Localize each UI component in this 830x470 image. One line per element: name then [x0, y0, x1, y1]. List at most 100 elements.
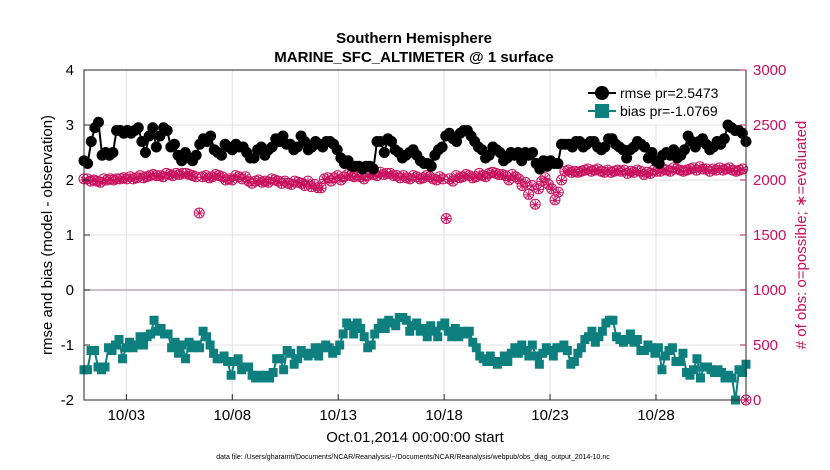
bias-point: [440, 318, 450, 328]
evaluated-obs-point: [504, 176, 514, 186]
bias-point: [370, 329, 380, 339]
y-tick-label-right: 2000: [753, 172, 786, 189]
rmse-point: [168, 138, 180, 150]
rmse-point: [385, 136, 397, 147]
bias-point: [293, 354, 303, 364]
bias-point: [524, 351, 534, 361]
rmse-point: [679, 144, 691, 156]
rmse-point: [215, 149, 227, 161]
legend-rmse-label: rmse pr=2.5473: [620, 85, 719, 101]
bias-point: [226, 370, 236, 380]
bias-point: [181, 354, 191, 364]
evaluated-obs-point: [514, 174, 524, 184]
bias-point: [590, 337, 600, 347]
bias-point: [692, 354, 702, 364]
evaluated-obs-point: [530, 200, 540, 210]
bias-point: [149, 315, 159, 325]
bias-point: [587, 326, 597, 336]
bias-point: [132, 340, 142, 350]
y-tick-label-left: 1: [66, 227, 74, 244]
rmse-point: [621, 152, 633, 164]
bias-point: [520, 346, 530, 355]
rmse-point: [139, 147, 151, 158]
bias-point: [727, 373, 737, 383]
evaluated-obs-point: [188, 171, 198, 181]
y-axis-label-right: # of obs: o=possible; ∗=evaluated: [793, 121, 810, 350]
bias-point: [412, 318, 422, 328]
bias-point: [314, 351, 324, 361]
rmse-point: [331, 144, 343, 156]
bias-point: [198, 326, 208, 336]
y-tick-label-right: 1000: [753, 282, 786, 299]
bias-point: [356, 324, 366, 333]
bias-point: [205, 340, 215, 350]
y-tick-label-right: 3000: [753, 62, 786, 79]
evaluated-obs-point: [165, 170, 175, 180]
bias-point: [450, 324, 460, 333]
legend: rmse pr=2.5473 bias pr=-1.0769: [582, 78, 722, 124]
legend-rmse-marker: [595, 86, 609, 100]
evaluated-obs-point: [448, 177, 458, 187]
evaluated-obs-point: [333, 171, 343, 181]
bias-point: [391, 321, 401, 331]
bias-point: [660, 351, 670, 361]
bias-point: [114, 335, 124, 344]
possible-obs-point: [193, 207, 205, 219]
bias-point: [538, 348, 548, 358]
y-tick-label-right: 2500: [753, 117, 786, 134]
evaluated-obs-point: [527, 181, 537, 191]
bias-point: [506, 348, 516, 358]
bias-point: [653, 343, 663, 353]
bias-point: [170, 337, 180, 347]
x-tick-label: 10/03: [108, 407, 146, 424]
bias-point: [632, 335, 642, 344]
y-tick-label-left: 2: [66, 172, 74, 189]
evaluated-obs-point: [695, 162, 705, 172]
bias-point: [510, 343, 520, 353]
bias-point: [545, 346, 555, 355]
bias-point: [447, 332, 457, 342]
bias-point: [107, 346, 117, 355]
y-tick-label-left: 3: [66, 117, 74, 134]
bias-point: [429, 326, 439, 336]
bias-point: [573, 348, 583, 358]
bias-point: [90, 346, 100, 355]
y-tick-label-left: 4: [66, 62, 74, 79]
bias-point: [464, 326, 474, 336]
bias-point: [324, 343, 334, 353]
bias-point: [499, 351, 509, 361]
bias-point: [468, 337, 478, 347]
evaluated-obs-point: [441, 214, 451, 223]
y-tick-label-left: 0: [66, 282, 74, 299]
bias-point: [331, 346, 341, 355]
x-tick-label: 10/23: [531, 407, 569, 424]
bias-point: [674, 357, 684, 366]
rmse-point: [718, 133, 730, 145]
bias-point: [646, 343, 656, 353]
bias-point: [289, 359, 299, 369]
bias-point: [569, 357, 579, 366]
x-tick-label: 10/08: [214, 407, 252, 424]
bias-point: [485, 351, 495, 361]
chart-subtitle: MARINE_SFC_ALTIMETER @ 1 surface: [274, 49, 553, 66]
bias-point: [345, 321, 355, 331]
bias-point: [513, 348, 523, 358]
bias-point: [625, 329, 635, 339]
evaluated-obs-point: [547, 184, 557, 194]
error-series-layer: [78, 116, 752, 405]
bias-point: [338, 329, 348, 339]
evaluated-obs-point: [194, 208, 204, 218]
bias-point: [135, 332, 145, 342]
x-axis-label: Oct.01,2014 00:00:00 start: [326, 429, 504, 446]
bias-point: [121, 343, 131, 353]
evaluated-obs-point: [550, 195, 560, 205]
rmse-point: [205, 130, 217, 142]
bias-point: [678, 348, 688, 358]
bias-point: [482, 357, 492, 366]
rmse-point: [367, 163, 379, 175]
bias-point: [716, 368, 726, 377]
bias-point: [244, 362, 254, 372]
bias-point: [401, 315, 411, 325]
evaluated-obs-point: [593, 165, 603, 175]
